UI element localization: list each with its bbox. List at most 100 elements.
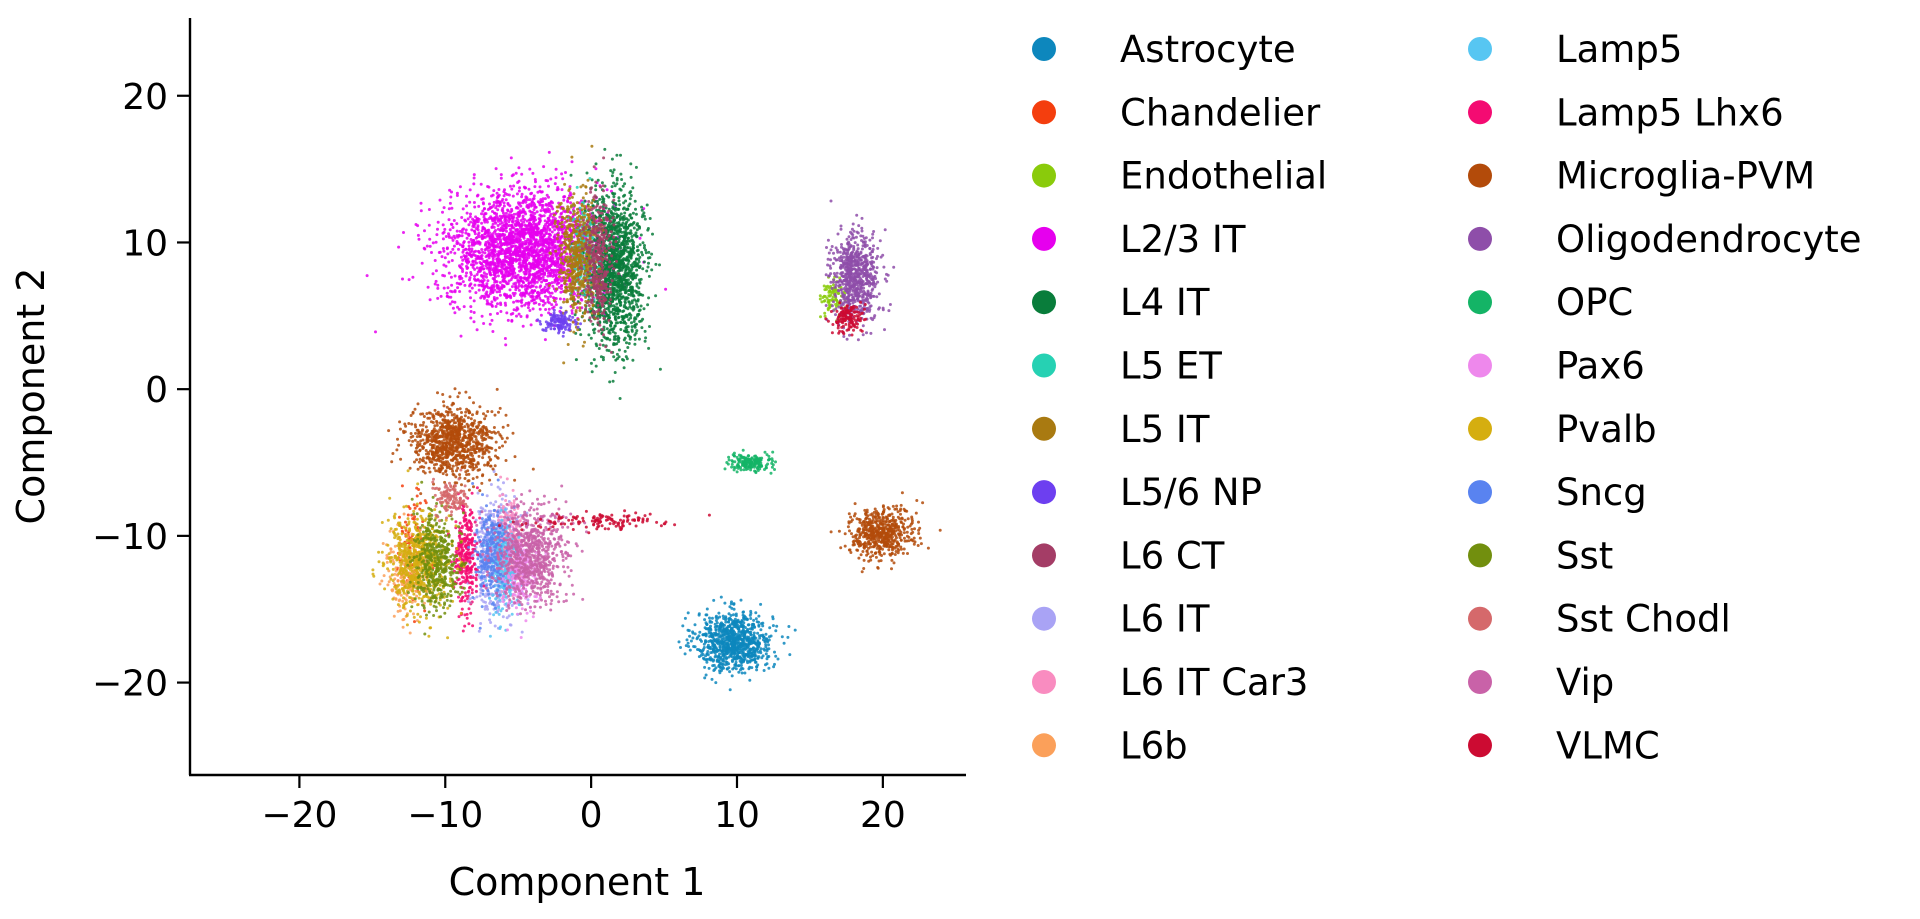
data-point	[629, 216, 633, 220]
data-point	[718, 669, 722, 673]
data-point	[638, 236, 642, 240]
data-point	[486, 245, 490, 249]
data-point	[491, 262, 495, 266]
data-point	[468, 276, 472, 280]
data-point	[685, 638, 689, 642]
data-point	[525, 314, 529, 318]
data-point	[750, 658, 754, 662]
data-point	[614, 297, 618, 301]
data-point	[617, 336, 621, 340]
data-point	[643, 217, 647, 221]
data-point	[767, 647, 771, 651]
data-point	[490, 304, 494, 307]
data-point	[683, 652, 687, 656]
data-point	[483, 220, 487, 224]
data-point	[763, 648, 767, 652]
data-point	[461, 207, 465, 211]
data-point	[494, 229, 497, 232]
data-point	[621, 221, 625, 225]
data-point	[504, 198, 508, 202]
data-point	[545, 232, 549, 235]
data-point	[472, 182, 476, 186]
data-point	[552, 272, 556, 275]
data-point	[453, 300, 457, 304]
data-point	[721, 665, 725, 669]
data-point	[479, 268, 483, 272]
data-point	[758, 649, 762, 653]
data-point	[527, 270, 531, 274]
data-point	[461, 244, 465, 248]
data-point	[679, 646, 682, 649]
data-point	[638, 243, 642, 247]
data-point	[688, 634, 692, 638]
data-point	[725, 667, 729, 671]
data-point	[509, 246, 513, 250]
data-point	[404, 528, 408, 532]
data-point	[413, 506, 417, 510]
data-point	[555, 282, 559, 286]
data-point	[737, 670, 741, 674]
data-point	[734, 614, 738, 618]
data-point	[475, 194, 479, 198]
data-point	[703, 633, 707, 637]
data-point	[747, 637, 751, 641]
data-point	[502, 204, 506, 208]
data-point	[620, 234, 624, 238]
data-point	[776, 657, 780, 661]
data-point	[411, 517, 415, 521]
data-point	[441, 210, 444, 214]
data-point	[761, 654, 765, 658]
data-point	[636, 313, 640, 317]
data-point	[518, 186, 522, 190]
data-point	[633, 337, 637, 341]
data-point	[646, 228, 650, 232]
data-point	[725, 652, 729, 656]
data-point	[628, 202, 632, 206]
data-point	[664, 287, 668, 291]
data-point	[455, 242, 459, 246]
data-point	[480, 279, 484, 283]
data-point	[473, 222, 477, 226]
data-point	[747, 652, 751, 656]
data-point	[508, 218, 512, 222]
data-point	[705, 658, 709, 661]
data-point	[541, 235, 545, 239]
data-point	[398, 515, 401, 519]
data-point	[475, 266, 479, 270]
data-point	[487, 249, 491, 253]
data-point	[550, 243, 554, 247]
data-point	[419, 201, 423, 205]
data-point	[615, 302, 619, 306]
data-point	[689, 639, 693, 643]
data-point	[552, 305, 556, 309]
data-point	[469, 220, 473, 224]
data-point	[495, 191, 499, 195]
data-point	[517, 189, 521, 193]
data-point	[474, 236, 478, 240]
data-point	[736, 651, 740, 655]
data-point	[517, 265, 521, 269]
data-point	[455, 222, 459, 226]
data-point	[451, 238, 455, 242]
data-point	[624, 326, 628, 330]
data-point	[749, 630, 753, 634]
data-point	[507, 279, 511, 283]
data-point	[732, 602, 736, 606]
data-point	[558, 297, 562, 301]
data-point	[415, 486, 419, 490]
data-point	[441, 247, 445, 250]
data-point	[559, 236, 563, 240]
data-point	[742, 610, 745, 614]
data-point	[530, 246, 534, 250]
data-point	[654, 294, 658, 298]
data-point	[433, 259, 437, 262]
data-point	[746, 650, 750, 653]
data-point	[752, 646, 755, 650]
data-point	[636, 245, 639, 249]
data-point	[650, 252, 654, 256]
data-point	[570, 160, 574, 164]
data-point	[616, 321, 620, 325]
data-point	[834, 298, 838, 301]
data-point	[704, 654, 708, 658]
data-point	[465, 271, 468, 275]
